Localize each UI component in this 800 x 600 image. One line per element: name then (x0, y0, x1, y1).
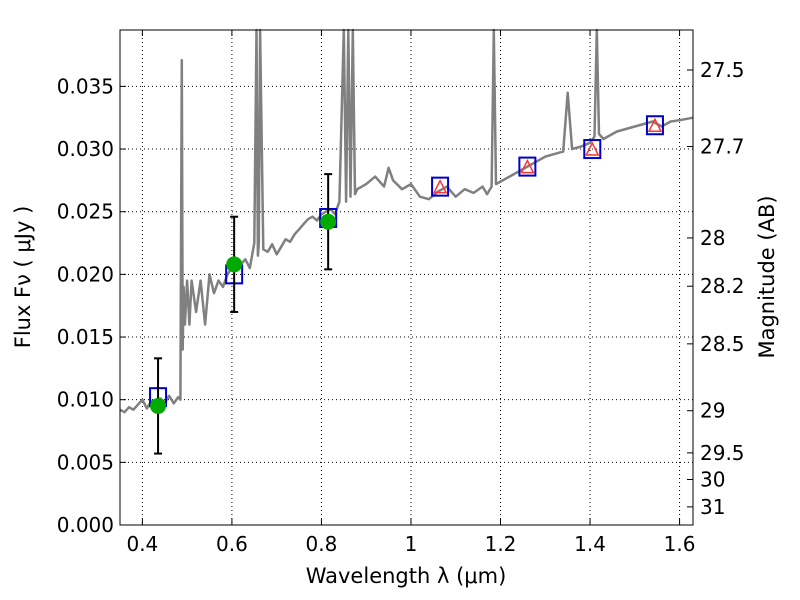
grid (120, 30, 693, 526)
x-tick-label: 1.4 (574, 532, 606, 556)
model-flux-square (518, 156, 537, 177)
x-tick-label: 0.8 (306, 532, 338, 556)
x-axis-label: Wavelength λ (μm) (306, 564, 507, 588)
y-tick-label: 0.020 (57, 262, 114, 286)
y-axis-label: Flux Fν ( μJy ) (11, 206, 35, 349)
plot-frame (119, 29, 694, 526)
x-tick-label: 0.4 (126, 532, 158, 556)
observed-flux-point (320, 213, 337, 230)
spectrum-line (119, 28, 694, 414)
upper-limit-triangle (585, 141, 600, 156)
right-tick-label: 28.2 (700, 274, 745, 298)
model-flux-square (645, 115, 664, 136)
right-tick-label: 29.5 (700, 441, 745, 465)
upper-limit-triangle (432, 178, 448, 194)
right-tick-label: 28 (700, 226, 725, 250)
markers (149, 115, 664, 455)
model-flux-square (583, 139, 602, 160)
observed-flux-point (226, 256, 243, 273)
model-flux-square (431, 176, 450, 197)
right-tick-label: 27.5 (700, 58, 745, 82)
right-axis-label: Magnitude (AB) (755, 195, 779, 358)
observed-flux-point (150, 397, 167, 414)
x-tick-label: 1.6 (664, 532, 696, 556)
right-tick-label: 28.5 (700, 332, 745, 356)
x-tick-label: 1.2 (485, 532, 517, 556)
y-tick-label: 0.015 (57, 325, 114, 349)
y-tick-label: 0.035 (57, 74, 114, 98)
upper-limit-triangle (520, 158, 535, 174)
right-tick-label: 29 (700, 399, 725, 423)
x-tick-label: 0.6 (216, 532, 248, 556)
y-tick-label: 0.005 (57, 450, 114, 474)
right-tick-label: 30 (700, 468, 725, 492)
y-tick-label: 0.025 (57, 200, 114, 224)
y-tick-label: 0.030 (57, 137, 114, 161)
ticks: 0.4 0.6 0.8 1 1.2 1.4 1.6 0.000 0.005 0.010 0.015 0… (57, 30, 745, 556)
x-tick-label: 1 (405, 532, 418, 556)
right-tick-label: 27.7 (700, 135, 745, 159)
y-tick-label: 0.010 (57, 388, 114, 412)
spectrum (119, 28, 694, 414)
upper-limit-triangle (647, 117, 663, 132)
y-tick-label: 0.000 (57, 513, 114, 537)
right-tick-label: 31 (700, 495, 725, 519)
